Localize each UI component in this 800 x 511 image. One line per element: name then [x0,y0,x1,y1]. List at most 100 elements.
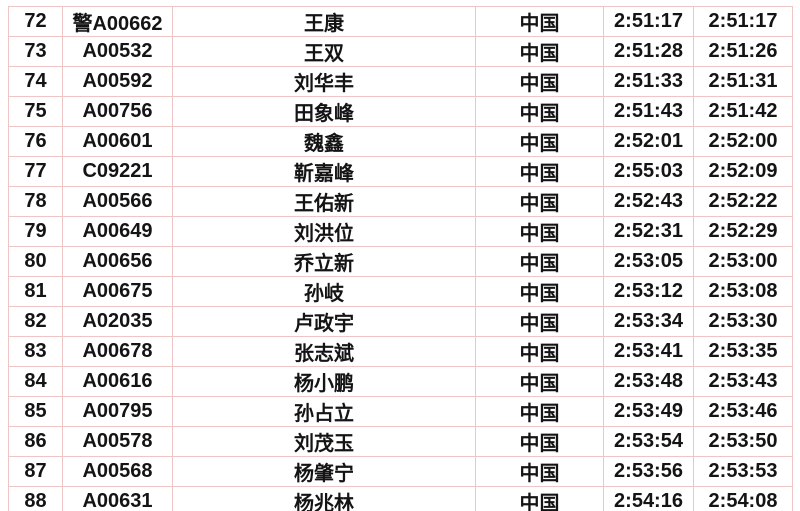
gun-time-cell: 2:52:31 [603,216,694,247]
country-cell: 中国 [475,216,604,247]
gun-time-cell: 2:53:05 [603,246,694,277]
table-row: 82 A02035 卢政宇 中国 2:53:34 2:53:30 [8,306,793,337]
rank-cell: 78 [8,186,63,217]
table-row: 86 A00578 刘茂玉 中国 2:53:54 2:53:50 [8,426,793,457]
country-cell: 中国 [475,156,604,187]
gun-time-cell: 2:51:17 [603,6,694,37]
gun-time-cell: 2:53:41 [603,336,694,367]
table-row: 72 警A00662 王康 中国 2:51:17 2:51:17 [8,6,793,37]
table-row: 74 A00592 刘华丰 中国 2:51:33 2:51:31 [8,66,793,97]
bib-number-cell: C09221 [62,156,173,187]
runner-name-cell: 刘洪位 [172,216,476,247]
gun-time-cell: 2:51:28 [603,36,694,67]
runner-name-cell: 杨肇宁 [172,456,476,487]
table-row: 79 A00649 刘洪位 中国 2:52:31 2:52:29 [8,216,793,247]
gun-time-cell: 2:53:49 [603,396,694,427]
country-cell: 中国 [475,36,604,67]
country-cell: 中国 [475,276,604,307]
rank-cell: 83 [8,336,63,367]
rank-cell: 88 [8,486,63,511]
table-row: 76 A00601 魏鑫 中国 2:52:01 2:52:00 [8,126,793,157]
runner-name-cell: 张志斌 [172,336,476,367]
gun-time-cell: 2:51:43 [603,96,694,127]
net-time-cell: 2:53:00 [693,246,793,277]
runner-name-cell: 靳嘉峰 [172,156,476,187]
bib-number-cell: A00678 [62,336,173,367]
net-time-cell: 2:53:53 [693,456,793,487]
runner-name-cell: 杨小鹏 [172,366,476,397]
net-time-cell: 2:51:42 [693,96,793,127]
gun-time-cell: 2:53:48 [603,366,694,397]
rank-cell: 74 [8,66,63,97]
table-row: 84 A00616 杨小鹏 中国 2:53:48 2:53:43 [8,366,793,397]
net-time-cell: 2:52:29 [693,216,793,247]
runner-name-cell: 卢政宇 [172,306,476,337]
bib-number-cell: A00601 [62,126,173,157]
bib-number-cell: A00649 [62,216,173,247]
table-row: 80 A00656 乔立新 中国 2:53:05 2:53:00 [8,246,793,277]
country-cell: 中国 [475,6,604,37]
gun-time-cell: 2:55:03 [603,156,694,187]
bib-number-cell: A02035 [62,306,173,337]
rank-cell: 86 [8,426,63,457]
runner-name-cell: 孙占立 [172,396,476,427]
runner-name-cell: 孙岐 [172,276,476,307]
rank-cell: 81 [8,276,63,307]
bib-number-cell: A00756 [62,96,173,127]
bib-number-cell: A00675 [62,276,173,307]
net-time-cell: 2:52:00 [693,126,793,157]
bib-number-cell: A00795 [62,396,173,427]
country-cell: 中国 [475,186,604,217]
country-cell: 中国 [475,426,604,457]
country-cell: 中国 [475,246,604,277]
gun-time-cell: 2:54:16 [603,486,694,511]
gun-time-cell: 2:53:34 [603,306,694,337]
gun-time-cell: 2:52:43 [603,186,694,217]
rank-cell: 79 [8,216,63,247]
bib-number-cell: 警A00662 [62,6,173,37]
runner-name-cell: 王佑新 [172,186,476,217]
net-time-cell: 2:52:09 [693,156,793,187]
bib-number-cell: A00631 [62,486,173,511]
runner-name-cell: 刘华丰 [172,66,476,97]
net-time-cell: 2:53:08 [693,276,793,307]
net-time-cell: 2:51:31 [693,66,793,97]
country-cell: 中国 [475,486,604,511]
table-row: 85 A00795 孙占立 中国 2:53:49 2:53:46 [8,396,793,427]
table-row: 75 A00756 田象峰 中国 2:51:43 2:51:42 [8,96,793,127]
rank-cell: 80 [8,246,63,277]
rank-cell: 82 [8,306,63,337]
table-row: 81 A00675 孙岐 中国 2:53:12 2:53:08 [8,276,793,307]
country-cell: 中国 [475,306,604,337]
rank-cell: 85 [8,396,63,427]
country-cell: 中国 [475,66,604,97]
net-time-cell: 2:53:46 [693,396,793,427]
country-cell: 中国 [475,456,604,487]
net-time-cell: 2:52:22 [693,186,793,217]
runner-name-cell: 王双 [172,36,476,67]
table-row: 78 A00566 王佑新 中国 2:52:43 2:52:22 [8,186,793,217]
bib-number-cell: A00656 [62,246,173,277]
country-cell: 中国 [475,126,604,157]
net-time-cell: 2:53:35 [693,336,793,367]
rank-cell: 73 [8,36,63,67]
table-row: 88 A00631 杨兆林 中国 2:54:16 2:54:08 [8,486,793,511]
country-cell: 中国 [475,96,604,127]
net-time-cell: 2:51:26 [693,36,793,67]
race-results-table: 72 警A00662 王康 中国 2:51:17 2:51:17 73 A00532 王双 中国 2… [8,6,793,511]
bib-number-cell: A00566 [62,186,173,217]
net-time-cell: 2:53:43 [693,366,793,397]
bib-number-cell: A00532 [62,36,173,67]
net-time-cell: 2:53:30 [693,306,793,337]
results-table-wrap: 72 警A00662 王康 中国 2:51:17 2:51:17 73 A00532 王双 中国 2… [8,6,793,511]
country-cell: 中国 [475,396,604,427]
table-row: 77 C09221 靳嘉峰 中国 2:55:03 2:52:09 [8,156,793,187]
bib-number-cell: A00578 [62,426,173,457]
net-time-cell: 2:54:08 [693,486,793,511]
table-row: 83 A00678 张志斌 中国 2:53:41 2:53:35 [8,336,793,367]
bib-number-cell: A00616 [62,366,173,397]
runner-name-cell: 刘茂玉 [172,426,476,457]
rank-cell: 75 [8,96,63,127]
gun-time-cell: 2:52:01 [603,126,694,157]
